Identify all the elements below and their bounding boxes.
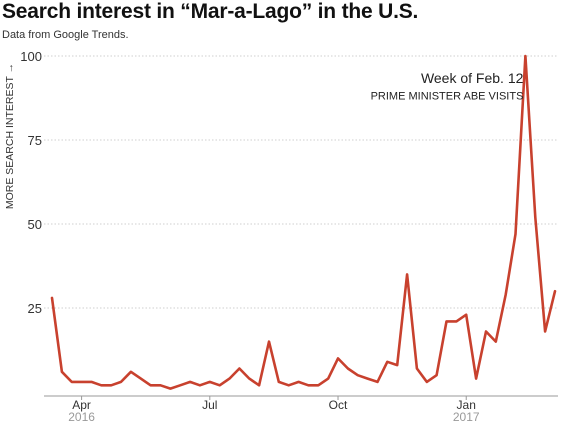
data-point <box>396 364 399 367</box>
data-point <box>337 357 339 360</box>
data-point <box>159 384 162 387</box>
data-point <box>199 384 201 387</box>
data-point <box>485 330 487 333</box>
data-point <box>100 384 103 387</box>
data-point <box>534 216 537 219</box>
data-point <box>376 381 379 383</box>
data-point <box>554 290 556 293</box>
data-point <box>455 320 458 323</box>
data-point <box>130 370 132 373</box>
x-tick-label: Apr <box>72 398 91 412</box>
y-tick-label: 50 <box>28 217 42 232</box>
data-point <box>120 381 122 383</box>
annotation-text: PRIME MINISTER ABE VISITS <box>371 91 524 103</box>
data-point <box>416 367 418 370</box>
data-point <box>356 374 359 377</box>
x-tick-year: 2016 <box>68 410 95 423</box>
data-point <box>307 384 310 387</box>
y-axis-label: MORE SEARCH INTEREST → <box>4 63 16 209</box>
data-point <box>475 377 477 380</box>
data-point <box>406 273 408 276</box>
data-point <box>494 340 497 343</box>
data-point <box>277 381 280 383</box>
data-point <box>60 370 63 373</box>
x-tick-label: Jul <box>202 398 217 412</box>
data-point <box>297 381 300 383</box>
data-point <box>465 313 468 316</box>
annotation-text: Week of Feb. 12 <box>421 70 524 86</box>
data-point <box>51 297 53 299</box>
data-point <box>258 384 261 387</box>
y-tick-labels: 25 50 75 100 <box>20 49 42 316</box>
chart-subtitle: Data from Google Trends. <box>2 29 129 41</box>
data-point <box>445 320 448 323</box>
data-point <box>149 384 152 387</box>
y-tick-label: 100 <box>20 49 42 64</box>
data-point <box>228 377 231 380</box>
data-point <box>386 360 389 363</box>
data-point <box>524 55 527 57</box>
data-point <box>169 387 172 390</box>
data-point <box>544 330 547 333</box>
gridlines <box>44 55 558 309</box>
chart-title: Search interest in “Mar-a-Lago” in the U… <box>2 0 419 23</box>
data-point <box>514 233 517 235</box>
annotations: Week of Feb. 12 PRIME MINISTER ABE VISITS <box>371 70 524 103</box>
y-tick-label: 25 <box>28 301 42 316</box>
data-point <box>218 384 221 387</box>
data-point <box>435 374 438 377</box>
data-point <box>425 381 428 383</box>
data-point <box>248 377 251 380</box>
data-point <box>268 340 270 343</box>
data-point <box>80 381 83 383</box>
data-point <box>208 381 211 383</box>
data-point <box>317 384 320 387</box>
data-point <box>179 384 182 387</box>
data-point <box>504 293 507 296</box>
data-point <box>327 377 330 380</box>
x-tick-label: Oct <box>329 398 348 412</box>
data-point <box>346 367 349 370</box>
data-point <box>189 381 191 383</box>
y-tick-label: 75 <box>28 133 42 148</box>
data-point <box>366 377 369 380</box>
data-point <box>287 384 290 387</box>
x-tick-label: Jan <box>457 398 476 412</box>
series-layer <box>50 54 557 390</box>
data-point <box>238 367 241 370</box>
x-tick-year: 2017 <box>453 410 480 423</box>
data-point <box>70 381 73 383</box>
data-point <box>139 377 142 380</box>
data-point <box>110 384 113 387</box>
data-point <box>90 381 93 383</box>
series-line <box>50 54 557 390</box>
